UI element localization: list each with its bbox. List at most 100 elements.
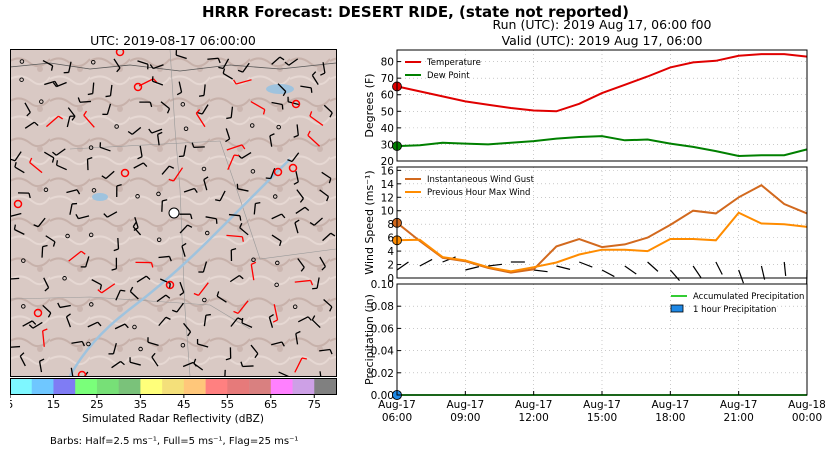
wind-barb-feather [83,110,88,116]
wind-barb [237,188,249,192]
wind-barb-feather [39,358,45,362]
wind-barb [278,371,289,377]
colorbar-cell [205,378,228,394]
calm-wind-marker [274,282,279,288]
y-tick-label: 80 [381,57,394,69]
wind-barb-feather [54,81,59,86]
calm-wind-marker [180,102,186,107]
wind-barb [297,258,305,268]
station-marker [133,82,143,92]
wind-barb-feather [76,189,81,195]
wind-barb-feather [269,313,274,318]
calm-wind-marker [138,346,143,352]
wind-barb [300,85,312,89]
wind-barb [173,167,184,182]
wind-barb [129,361,141,366]
calm-wind-marker [156,237,162,242]
wind-barb [22,320,33,327]
wind-barb-feather [241,144,246,150]
wind-barb [42,59,53,67]
wind-barb [151,128,163,134]
calm-wind-marker [62,276,67,281]
plot-frame [396,166,808,279]
station-marker [288,163,298,173]
wind-barb [147,341,159,346]
calm-wind-marker [250,169,256,174]
wind-barb-feather [42,328,48,332]
wind-barb [115,289,121,301]
wind-barb [311,75,319,86]
wind-barb-feather [132,222,137,228]
wind-barb [287,101,299,106]
wind-barb [152,64,164,70]
wind-barb-feather [80,250,86,255]
wind-barb [319,256,326,267]
wind-barb-feather [237,317,243,321]
legend-entry: Temperature [426,58,481,68]
calm-wind-marker [292,304,298,310]
wind-barb [161,165,170,175]
wind-barb-feather [87,156,93,160]
wind-barb-feather [193,188,198,194]
wind-barb-feather [187,224,193,228]
wind-barb [715,261,723,275]
wind-barb [273,304,279,321]
wind-barb [67,107,76,117]
wind-barb [228,213,240,217]
wind-barb-feather [149,101,153,108]
wind-barb [56,164,67,171]
calm-wind-marker [65,233,70,239]
wind-barb [29,162,43,174]
calm-wind-marker [86,341,91,347]
wind-barb [24,102,31,113]
wind-barb-feather [168,178,174,182]
wind-barb [295,333,299,345]
wind-barb [183,187,195,193]
wind-barb-feather [149,64,154,69]
wind-barb [269,135,273,147]
wind-barb [178,81,183,93]
wind-barb [181,245,186,257]
calm-wind-marker [201,166,207,172]
wind-barb-feather [330,232,336,237]
wind-barb [183,145,187,157]
wind-barb-feather [231,247,237,251]
wind-barb [92,82,95,94]
wind-barb-feather [51,157,55,163]
wind-barb-feather [55,160,59,166]
wind-barb-feather [234,154,240,157]
wind-barb [229,274,240,283]
legend-entry: Dew Point [427,71,470,81]
wind-barb [288,58,299,66]
wind-barb [56,81,67,88]
wind-barb [68,61,72,73]
wind-barb-feather [97,289,103,294]
wind-barb [44,151,55,159]
wind-barb [68,250,82,262]
wind-barb-feather [281,341,285,347]
wind-barb-feather [321,266,326,271]
wind-barb [241,152,252,159]
colorbar-cell [96,378,119,394]
calm-wind-marker [88,232,94,238]
wind-barb [277,83,287,92]
y-tick-label: 50 [381,106,394,118]
wind-barb-feather [328,178,332,184]
wind-barb [85,256,90,268]
wind-barb-feather [157,131,163,135]
wind-barb-feather [237,69,243,73]
wind-barb-feather [176,91,182,96]
wind-barb [295,171,299,183]
wind-barb [158,255,170,259]
county-line [69,140,337,260]
wind-barb-feather [293,134,299,138]
wind-barb [250,101,266,111]
wind-barb [294,279,311,283]
wind-barb-feather [269,133,275,137]
wind-barb [296,189,304,199]
chart-panel: 20 30 40 50 60 70 80 Degrees (F) Temperature Dew … [363,49,808,168]
wind-barb [738,269,745,284]
station-marker [33,308,43,318]
wind-barb [99,146,111,152]
calm-wind-marker [251,257,256,263]
